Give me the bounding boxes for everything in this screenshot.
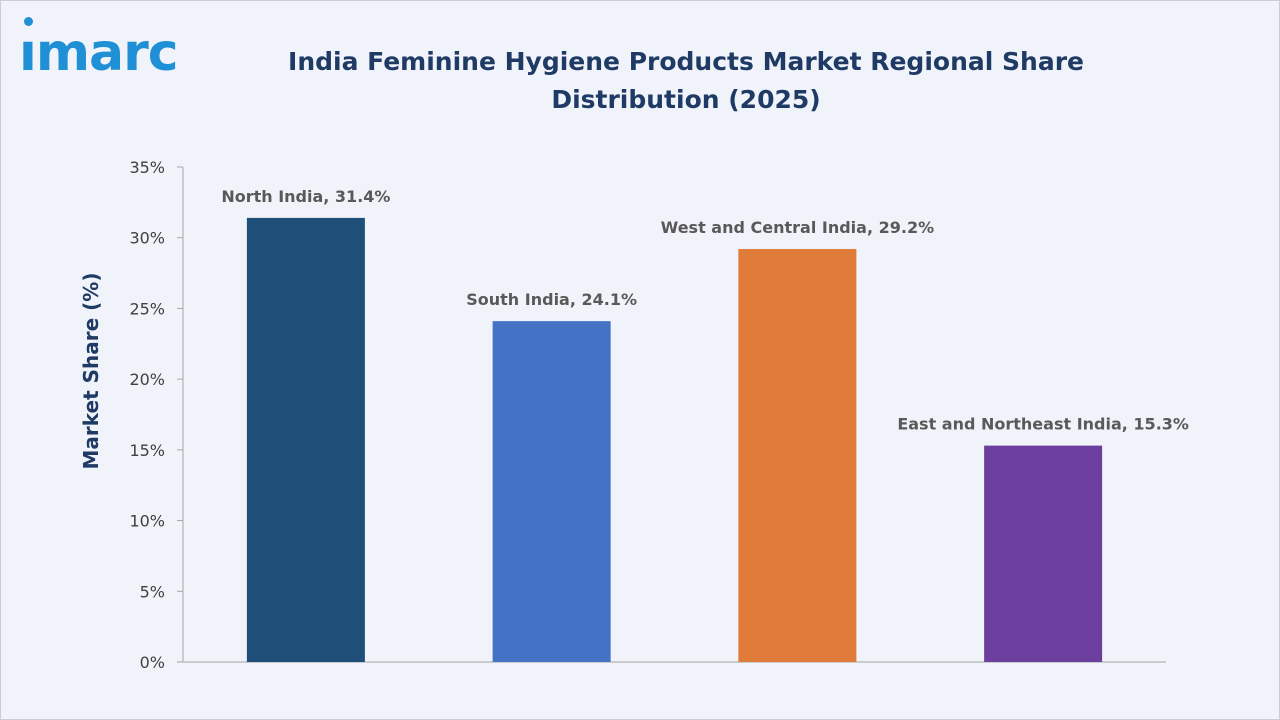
y-tick-label: 10% bbox=[129, 512, 165, 531]
bar bbox=[738, 249, 857, 662]
bar-data-label: East and Northeast India, 15.3% bbox=[897, 415, 1189, 434]
bar-data-label: South India, 24.1% bbox=[466, 290, 637, 309]
bar bbox=[246, 217, 365, 662]
logo-text: ımarc bbox=[19, 23, 179, 83]
y-tick-label: 25% bbox=[129, 299, 165, 318]
bar-data-label: West and Central India, 29.2% bbox=[661, 218, 935, 237]
imarc-logo: ımarc bbox=[19, 15, 209, 85]
bar bbox=[984, 445, 1103, 662]
y-tick-label: 0% bbox=[140, 653, 165, 672]
bar bbox=[492, 321, 611, 662]
bar-data-label: North India, 31.4% bbox=[221, 187, 390, 206]
y-tick-label: 35% bbox=[129, 158, 165, 177]
y-tick-label: 5% bbox=[140, 582, 165, 601]
y-tick-label: 30% bbox=[129, 229, 165, 248]
chart-title: India Feminine Hygiene Products Market R… bbox=[288, 47, 1084, 114]
y-tick-label: 15% bbox=[129, 441, 165, 460]
y-tick-label: 20% bbox=[129, 370, 165, 389]
logo-dot bbox=[24, 17, 33, 26]
